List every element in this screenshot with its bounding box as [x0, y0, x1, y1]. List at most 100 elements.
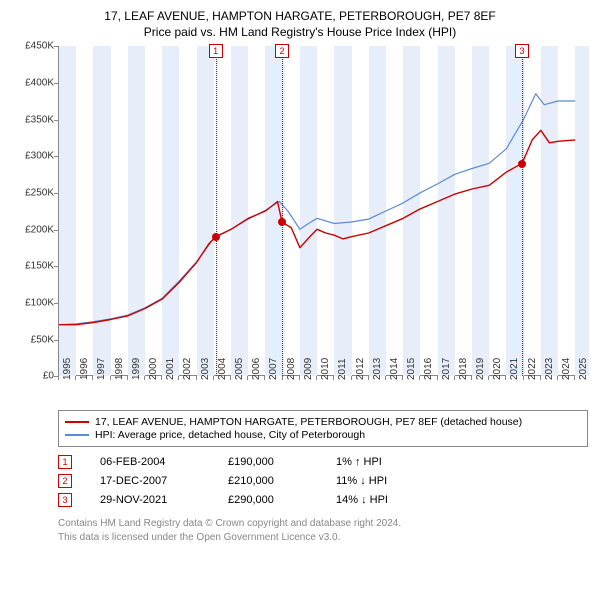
x-tick-mark — [299, 376, 300, 380]
footer-line-2: This data is licensed under the Open Gov… — [58, 531, 588, 545]
x-tick-mark — [402, 376, 403, 380]
series-line-hpi — [59, 94, 575, 325]
event-marker-line — [522, 46, 523, 376]
event-marker-number: 3 — [515, 44, 529, 58]
x-tick-label: 2014 — [389, 358, 400, 380]
x-tick-label: 2003 — [200, 358, 211, 380]
x-tick-label: 2011 — [337, 359, 348, 381]
y-tick-mark — [54, 46, 58, 47]
event-hpi-diff: 11% ↓ HPI — [336, 475, 426, 487]
event-date: 17-DEC-2007 — [100, 475, 200, 487]
x-tick-mark — [419, 376, 420, 380]
x-tick-label: 2021 — [509, 358, 520, 380]
x-tick-label: 2016 — [423, 358, 434, 380]
title-line-1: 17, LEAF AVENUE, HAMPTON HARGATE, PETERB… — [12, 8, 588, 24]
x-tick-label: 2024 — [561, 358, 572, 380]
legend-label: HPI: Average price, detached house, City… — [95, 429, 365, 441]
y-tick-label: £0 — [43, 371, 54, 382]
x-tick-label: 2019 — [475, 358, 486, 380]
x-tick-label: 2017 — [441, 358, 452, 380]
legend-row: HPI: Average price, detached house, City… — [65, 429, 581, 441]
title-block: 17, LEAF AVENUE, HAMPTON HARGATE, PETERB… — [12, 8, 588, 40]
event-hpi-diff: 14% ↓ HPI — [336, 494, 426, 506]
x-tick-mark — [523, 376, 524, 380]
x-tick-mark — [282, 376, 283, 380]
x-tick-label: 1999 — [131, 358, 142, 380]
legend-swatch — [65, 421, 89, 423]
x-tick-label: 2009 — [303, 358, 314, 380]
x-tick-label: 2012 — [355, 358, 366, 380]
y-tick-mark — [54, 266, 58, 267]
event-date: 06-FEB-2004 — [100, 456, 200, 468]
event-marker-line — [282, 46, 283, 376]
x-tick-mark — [127, 376, 128, 380]
y-tick-label: £400K — [25, 78, 54, 89]
legend-box: 17, LEAF AVENUE, HAMPTON HARGATE, PETERB… — [58, 410, 588, 447]
event-marker-dot — [518, 160, 526, 168]
x-tick-mark — [110, 376, 111, 380]
x-tick-label: 2023 — [544, 358, 555, 380]
event-hpi-diff: 1% ↑ HPI — [336, 456, 426, 468]
y-tick-mark — [54, 120, 58, 121]
legend-label: 17, LEAF AVENUE, HAMPTON HARGATE, PETERB… — [95, 416, 522, 428]
event-price: £210,000 — [228, 475, 308, 487]
event-marker-dot — [278, 218, 286, 226]
x-tick-mark — [368, 376, 369, 380]
x-tick-label: 1996 — [79, 358, 90, 380]
x-tick-mark — [144, 376, 145, 380]
x-tick-mark — [58, 376, 59, 380]
footer-attribution: Contains HM Land Registry data © Crown c… — [58, 517, 588, 544]
x-tick-label: 2020 — [492, 358, 503, 380]
line-plot-svg — [59, 46, 589, 376]
event-marker-line — [216, 46, 217, 376]
x-tick-mark — [264, 376, 265, 380]
x-tick-mark — [92, 376, 93, 380]
y-tick-label: £50K — [31, 334, 54, 345]
x-tick-label: 2008 — [286, 358, 297, 380]
x-tick-mark — [574, 376, 575, 380]
x-tick-label: 1997 — [96, 358, 107, 380]
y-tick-mark — [54, 156, 58, 157]
x-tick-mark — [351, 376, 352, 380]
x-tick-mark — [230, 376, 231, 380]
event-row: 2 17-DEC-2007 £210,000 11% ↓ HPI — [58, 474, 588, 488]
y-tick-mark — [54, 193, 58, 194]
y-tick-label: £350K — [25, 114, 54, 125]
y-tick-mark — [54, 340, 58, 341]
y-tick-mark — [54, 303, 58, 304]
chart-container: 17, LEAF AVENUE, HAMPTON HARGATE, PETERB… — [0, 0, 600, 590]
x-tick-label: 2006 — [251, 358, 262, 380]
event-marker-number: 2 — [275, 44, 289, 58]
x-tick-mark — [505, 376, 506, 380]
plot-region: 1 2 3 — [58, 46, 588, 376]
y-tick-label: £250K — [25, 188, 54, 199]
x-tick-label: 2000 — [148, 358, 159, 380]
x-tick-mark — [196, 376, 197, 380]
event-marker-number: 1 — [209, 44, 223, 58]
x-tick-mark — [178, 376, 179, 380]
legend-swatch — [65, 434, 89, 436]
x-tick-mark — [488, 376, 489, 380]
event-row: 106-FEB-2004£190,0001% ↑ HPI — [58, 455, 588, 469]
x-tick-label: 1998 — [114, 358, 125, 380]
x-tick-label: 2025 — [578, 358, 589, 380]
x-tick-label: 2001 — [165, 358, 176, 380]
y-tick-label: £450K — [25, 41, 54, 52]
x-tick-label: 1995 — [62, 358, 73, 380]
x-tick-mark — [454, 376, 455, 380]
footer-line-1: Contains HM Land Registry data © Crown c… — [58, 517, 588, 531]
x-tick-label: 2007 — [268, 358, 279, 380]
x-tick-label: 2002 — [182, 358, 193, 380]
x-tick-label: 2010 — [320, 358, 331, 380]
x-tick-label: 2015 — [406, 358, 417, 380]
event-marker-dot — [212, 233, 220, 241]
event-number-box: 2 — [58, 474, 72, 488]
event-price: £190,000 — [228, 456, 308, 468]
y-tick-mark — [54, 230, 58, 231]
x-tick-label: 2005 — [234, 358, 245, 380]
title-line-2: Price paid vs. HM Land Registry's House … — [12, 24, 588, 40]
y-tick-mark — [54, 83, 58, 84]
x-tick-mark — [471, 376, 472, 380]
y-tick-label: £300K — [25, 151, 54, 162]
y-tick-label: £100K — [25, 298, 54, 309]
